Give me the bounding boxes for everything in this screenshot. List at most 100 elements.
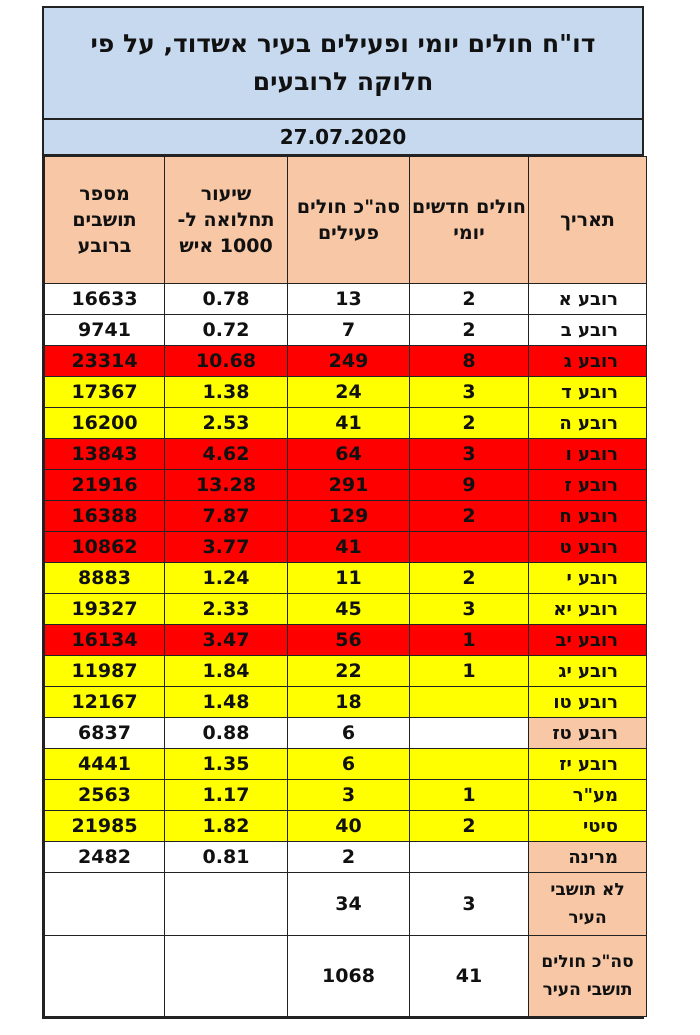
rate-cell: 7.87 <box>164 500 288 532</box>
rate-cell: 1.24 <box>164 562 288 594</box>
district-name-cell: סיטי <box>528 810 647 842</box>
rate-cell: 0.81 <box>164 841 288 873</box>
residents-cell: 21985 <box>44 810 165 842</box>
residents-cell: 11987 <box>44 655 165 687</box>
table-row: רובע ו 3 64 4.62 13843 <box>44 438 647 470</box>
district-name-cell: רובע ט <box>528 531 647 563</box>
table-row: מרינה 2 0.81 2482 <box>44 841 647 873</box>
table-row: רובע ג 8 249 10.68 23314 <box>44 345 647 377</box>
rate-cell: 10.68 <box>164 345 288 377</box>
table-row: רובע יג 1 22 1.84 11987 <box>44 655 647 687</box>
district-name-cell: רובע ז <box>528 469 647 501</box>
district-name-cell: רובע ד <box>528 376 647 408</box>
residents-cell: 19327 <box>44 593 165 625</box>
district-name-cell: רובע טז <box>528 717 647 749</box>
district-name-cell: רובע י <box>528 562 647 594</box>
total-active-cell: 18 <box>287 686 410 718</box>
district-name-cell: מרינה <box>528 841 647 873</box>
district-name-cell: רובע א <box>528 283 647 315</box>
new-daily-cell: 3 <box>409 872 529 936</box>
rate-cell: 1.35 <box>164 748 288 780</box>
district-name-cell: רובע יא <box>528 593 647 625</box>
total-active-cell: 6 <box>287 748 410 780</box>
district-name-cell: רובע ה <box>528 407 647 439</box>
residents-cell: 2563 <box>44 779 165 811</box>
residents-cell: 21916 <box>44 469 165 501</box>
new-daily-cell: 3 <box>409 376 529 408</box>
header-total-active: סה"כ חולים פעילים <box>287 156 410 284</box>
residents-cell: 6837 <box>44 717 165 749</box>
rate-cell: 2.33 <box>164 593 288 625</box>
table-body: רובע א 2 13 0.78 16633 רובע ב 2 7 0.72 9741 רובע ג… <box>44 283 647 1017</box>
new-daily-cell: 3 <box>409 438 529 470</box>
residents-cell: 10862 <box>44 531 165 563</box>
header-row: תאריך חולים חדשים יומי סה"כ חולים פעילים… <box>44 156 647 284</box>
total-active-cell: 56 <box>287 624 410 656</box>
total-active-cell: 249 <box>287 345 410 377</box>
rate-cell: 0.78 <box>164 283 288 315</box>
total-active-cell: 2 <box>287 841 410 873</box>
district-name-cell: סה"כ חולים תושבי העיר <box>528 935 647 1017</box>
residents-cell <box>44 935 165 1017</box>
new-daily-cell: 1 <box>409 779 529 811</box>
district-name-cell: רובע יז <box>528 748 647 780</box>
district-name-cell: רובע ג <box>528 345 647 377</box>
table-row: מע"ר 1 3 1.17 2563 <box>44 779 647 811</box>
new-daily-cell <box>409 531 529 563</box>
residents-cell: 9741 <box>44 314 165 346</box>
total-active-cell: 11 <box>287 562 410 594</box>
new-daily-cell: 9 <box>409 469 529 501</box>
table-row: רובע ז 9 291 13.28 21916 <box>44 469 647 501</box>
total-active-cell: 22 <box>287 655 410 687</box>
district-name-cell: לא תושבי העיר <box>528 872 647 936</box>
residents-cell: 16388 <box>44 500 165 532</box>
table-row: רובע ב 2 7 0.72 9741 <box>44 314 647 346</box>
rate-cell: 1.17 <box>164 779 288 811</box>
district-name-cell: רובע טו <box>528 686 647 718</box>
new-daily-cell <box>409 717 529 749</box>
residents-cell <box>44 872 165 936</box>
totals-row: סה"כ חולים תושבי העיר 41 1068 <box>44 935 647 1017</box>
rate-cell: 2.53 <box>164 407 288 439</box>
table-row: רובע ד 3 24 1.38 17367 <box>44 376 647 408</box>
new-daily-cell: 3 <box>409 593 529 625</box>
rate-cell: 1.38 <box>164 376 288 408</box>
new-daily-cell: 8 <box>409 345 529 377</box>
header-new-daily: חולים חדשים יומי <box>409 156 529 284</box>
report-date: 27.07.2020 <box>44 120 642 156</box>
table-row: סיטי 2 40 1.82 21985 <box>44 810 647 842</box>
rate-cell: 4.62 <box>164 438 288 470</box>
residents-cell: 23314 <box>44 345 165 377</box>
rate-cell: 0.72 <box>164 314 288 346</box>
total-active-cell: 40 <box>287 810 410 842</box>
rate-cell <box>164 935 288 1017</box>
rate-cell: 13.28 <box>164 469 288 501</box>
district-name-cell: רובע ו <box>528 438 647 470</box>
rate-cell: 1.48 <box>164 686 288 718</box>
district-name-cell: רובע יב <box>528 624 647 656</box>
header-date: תאריך <box>528 156 647 284</box>
total-active-cell: 6 <box>287 717 410 749</box>
table-row: רובע יב 1 56 3.47 16134 <box>44 624 647 656</box>
table-row: רובע יז 6 1.35 4441 <box>44 748 647 780</box>
residents-cell: 16134 <box>44 624 165 656</box>
district-name-cell: רובע ח <box>528 500 647 532</box>
residents-cell: 16200 <box>44 407 165 439</box>
new-daily-cell: 1 <box>409 655 529 687</box>
table-row: רובע ט 41 3.77 10862 <box>44 531 647 563</box>
rate-cell: 1.84 <box>164 655 288 687</box>
district-name-cell: מע"ר <box>528 779 647 811</box>
residents-cell: 4441 <box>44 748 165 780</box>
new-daily-cell: 2 <box>409 562 529 594</box>
report-title: דו"ח חולים יומי ופעילים בעיר אשדוד, על פ… <box>44 8 642 120</box>
new-daily-cell: 2 <box>409 810 529 842</box>
rate-cell: 3.47 <box>164 624 288 656</box>
residents-cell: 13843 <box>44 438 165 470</box>
table-row: רובע א 2 13 0.78 16633 <box>44 283 647 315</box>
total-active-cell: 1068 <box>287 935 410 1017</box>
total-active-cell: 34 <box>287 872 410 936</box>
new-daily-cell: 1 <box>409 624 529 656</box>
table-row: רובע טו 18 1.48 12167 <box>44 686 647 718</box>
new-daily-cell <box>409 686 529 718</box>
table-row: רובע ה 2 41 2.53 16200 <box>44 407 647 439</box>
